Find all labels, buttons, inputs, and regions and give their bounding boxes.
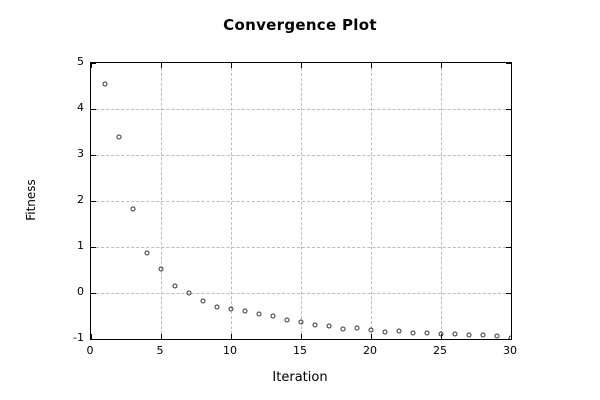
- y-tick-mark: [91, 293, 96, 294]
- data-point: [102, 81, 108, 87]
- chart-title: Convergence Plot: [223, 16, 377, 34]
- data-point: [256, 311, 262, 317]
- data-point: [354, 325, 360, 331]
- data-point: [382, 329, 388, 335]
- data-point: [200, 298, 206, 304]
- data-point: [368, 327, 374, 333]
- y-tick-label: 0: [77, 285, 84, 298]
- y-tick-mark: [506, 247, 511, 248]
- y-tick-mark: [91, 201, 96, 202]
- x-tick-label: 10: [223, 344, 237, 357]
- y-gridline: [91, 201, 511, 202]
- data-point: [438, 331, 444, 337]
- data-point: [494, 333, 500, 339]
- data-point: [396, 328, 402, 334]
- x-tick-label: 0: [86, 344, 94, 357]
- y-tick-label: 1: [77, 239, 84, 252]
- y-tick-label: 5: [77, 55, 84, 68]
- y-tick-label: -1: [73, 331, 84, 344]
- x-tick-mark: [91, 63, 92, 68]
- y-gridline: [91, 247, 511, 248]
- x-tick-mark: [441, 63, 442, 68]
- plot-area: [90, 62, 512, 340]
- x-tick-mark: [301, 334, 302, 339]
- data-point: [508, 335, 511, 339]
- data-point: [144, 250, 150, 256]
- y-tick-mark: [506, 339, 511, 340]
- x-tick-mark: [161, 334, 162, 339]
- x-tick-mark: [511, 63, 512, 68]
- data-point: [214, 304, 220, 310]
- y-tick-label: 4: [77, 101, 84, 114]
- data-point: [284, 317, 290, 323]
- data-point: [466, 332, 472, 338]
- data-point: [452, 331, 458, 337]
- y-tick-mark: [91, 247, 96, 248]
- y-tick-mark: [91, 339, 96, 340]
- y-tick-label: 2: [77, 193, 84, 206]
- x-tick-label: 5: [156, 344, 164, 357]
- x-tick-label: 15: [293, 344, 307, 357]
- data-point: [228, 306, 234, 312]
- y-gridline: [91, 155, 511, 156]
- data-point: [480, 332, 486, 338]
- data-point: [326, 323, 332, 329]
- data-point: [242, 308, 248, 314]
- y-tick-mark: [506, 201, 511, 202]
- data-point: [270, 313, 276, 319]
- data-point: [158, 266, 164, 272]
- x-tick-mark: [231, 334, 232, 339]
- data-point: [130, 206, 136, 212]
- y-tick-mark: [506, 109, 511, 110]
- y-tick-mark: [506, 155, 511, 156]
- x-tick-mark: [371, 63, 372, 68]
- x-tick-label: 25: [433, 344, 447, 357]
- x-tick-mark: [441, 334, 442, 339]
- y-tick-mark: [91, 63, 96, 64]
- data-point: [424, 330, 430, 336]
- y-axis-label: Fitness: [24, 179, 38, 221]
- x-tick-label: 30: [503, 344, 517, 357]
- x-tick-mark: [511, 334, 512, 339]
- data-point: [172, 283, 178, 289]
- x-axis-label: Iteration: [272, 370, 328, 385]
- y-tick-mark: [91, 109, 96, 110]
- x-tick-label: 20: [363, 344, 377, 357]
- data-point: [312, 322, 318, 328]
- x-tick-mark: [91, 334, 92, 339]
- x-tick-mark: [231, 63, 232, 68]
- data-point: [410, 330, 416, 336]
- y-gridline: [91, 109, 511, 110]
- y-tick-mark: [506, 63, 511, 64]
- x-tick-mark: [161, 63, 162, 68]
- x-tick-mark: [371, 334, 372, 339]
- x-tick-mark: [301, 63, 302, 68]
- data-point: [340, 326, 346, 332]
- data-point: [186, 290, 192, 296]
- y-gridline: [91, 293, 511, 294]
- data-point: [298, 319, 304, 325]
- y-tick-mark: [91, 155, 96, 156]
- data-point: [116, 134, 122, 140]
- y-tick-label: 3: [77, 147, 84, 160]
- y-tick-mark: [506, 293, 511, 294]
